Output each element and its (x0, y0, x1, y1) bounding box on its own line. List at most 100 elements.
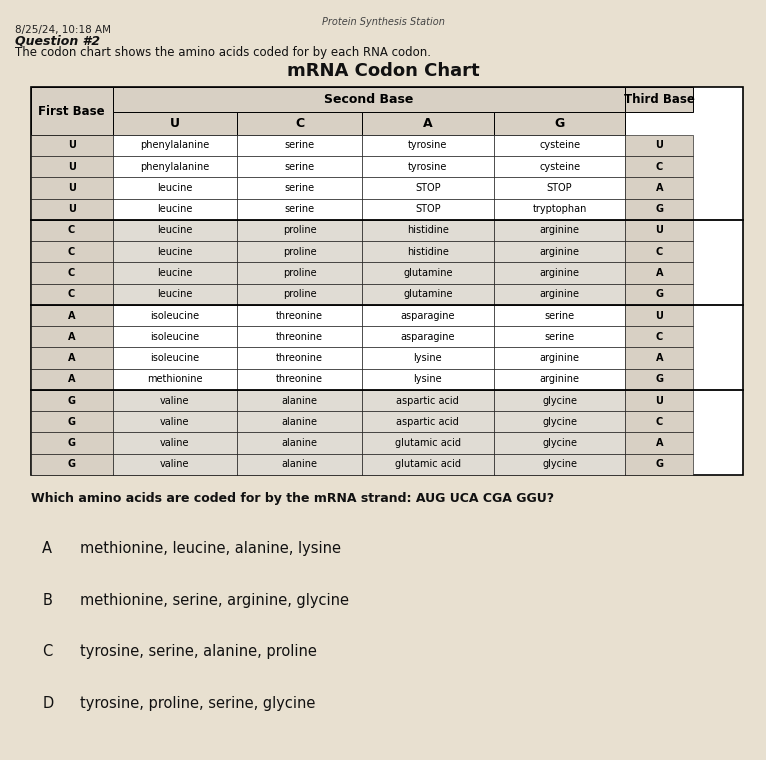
Text: tyrosine, serine, alanine, proline: tyrosine, serine, alanine, proline (80, 644, 317, 660)
Text: asparagine: asparagine (401, 311, 455, 321)
Text: alanine: alanine (282, 416, 318, 427)
Text: G: G (656, 459, 663, 470)
Text: U: U (656, 395, 663, 406)
Text: C: C (68, 247, 75, 257)
Text: First Base: First Base (38, 105, 105, 118)
Text: Third Base: Third Base (624, 93, 695, 106)
Text: leucine: leucine (157, 183, 192, 193)
Text: B: B (42, 593, 52, 608)
Text: serine: serine (284, 183, 315, 193)
Text: arginine: arginine (539, 375, 580, 385)
Text: valine: valine (160, 459, 190, 470)
Text: glutamine: glutamine (403, 290, 453, 299)
Text: lysine: lysine (414, 375, 442, 385)
Text: cysteine: cysteine (539, 162, 580, 172)
Text: phenylalanine: phenylalanine (140, 141, 210, 150)
Text: Second Base: Second Base (324, 93, 414, 106)
Text: A: A (68, 375, 75, 385)
Text: C: C (656, 247, 663, 257)
Text: leucine: leucine (157, 247, 192, 257)
Text: G: G (67, 459, 76, 470)
Text: U: U (67, 162, 76, 172)
Text: threonine: threonine (276, 353, 323, 363)
Text: tryptophan: tryptophan (532, 204, 587, 214)
Text: G: G (656, 375, 663, 385)
Text: aspartic acid: aspartic acid (397, 395, 459, 406)
Text: asparagine: asparagine (401, 332, 455, 342)
Text: C: C (656, 416, 663, 427)
Text: serine: serine (284, 204, 315, 214)
Text: glycine: glycine (542, 395, 577, 406)
Text: valine: valine (160, 438, 190, 448)
Text: STOP: STOP (415, 204, 440, 214)
Text: leucine: leucine (157, 290, 192, 299)
Text: proline: proline (283, 290, 316, 299)
Text: aspartic acid: aspartic acid (397, 416, 459, 427)
Text: glutamine: glutamine (403, 268, 453, 278)
Text: U: U (656, 141, 663, 150)
Text: alanine: alanine (282, 395, 318, 406)
Text: C: C (68, 268, 75, 278)
Text: A: A (656, 268, 663, 278)
Text: isoleucine: isoleucine (150, 353, 199, 363)
Text: proline: proline (283, 226, 316, 236)
Text: cysteine: cysteine (539, 141, 580, 150)
Text: U: U (67, 204, 76, 214)
Text: A: A (68, 353, 75, 363)
Text: A: A (656, 353, 663, 363)
Text: mRNA Codon Chart: mRNA Codon Chart (286, 62, 480, 81)
Text: serine: serine (284, 162, 315, 172)
Text: A: A (68, 332, 75, 342)
Text: U: U (67, 141, 76, 150)
Text: methionine: methionine (147, 375, 203, 385)
Text: G: G (656, 204, 663, 214)
Text: valine: valine (160, 395, 190, 406)
Text: proline: proline (283, 268, 316, 278)
Text: C: C (656, 332, 663, 342)
Text: alanine: alanine (282, 438, 318, 448)
Text: leucine: leucine (157, 226, 192, 236)
Text: A: A (42, 541, 52, 556)
Text: U: U (656, 226, 663, 236)
Text: C: C (68, 290, 75, 299)
Text: histidine: histidine (407, 226, 449, 236)
Text: G: G (555, 117, 565, 130)
Text: C: C (42, 644, 52, 660)
Text: valine: valine (160, 416, 190, 427)
Text: arginine: arginine (539, 226, 580, 236)
Text: Which amino acids are coded for by the mRNA strand: AUG UCA CGA GGU?: Which amino acids are coded for by the m… (31, 492, 554, 505)
Text: A: A (656, 183, 663, 193)
Text: G: G (67, 438, 76, 448)
Text: proline: proline (283, 247, 316, 257)
Text: D: D (42, 696, 54, 711)
Text: Question #2: Question #2 (15, 35, 100, 48)
Text: G: G (656, 290, 663, 299)
Text: threonine: threonine (276, 332, 323, 342)
Text: The codon chart shows the amino acids coded for by each RNA codon.: The codon chart shows the amino acids co… (15, 46, 431, 59)
Text: serine: serine (545, 311, 574, 321)
Text: U: U (170, 117, 180, 130)
Text: serine: serine (545, 332, 574, 342)
Text: arginine: arginine (539, 247, 580, 257)
Text: glycine: glycine (542, 459, 577, 470)
Text: STOP: STOP (415, 183, 440, 193)
Text: methionine, serine, arginine, glycine: methionine, serine, arginine, glycine (80, 593, 349, 608)
Text: leucine: leucine (157, 204, 192, 214)
Text: 8/25/24, 10:18 AM: 8/25/24, 10:18 AM (15, 25, 111, 35)
Text: glycine: glycine (542, 416, 577, 427)
Text: tyrosine: tyrosine (408, 141, 447, 150)
Text: glutamic acid: glutamic acid (394, 438, 461, 448)
Text: threonine: threonine (276, 375, 323, 385)
Text: Protein Synthesis Station: Protein Synthesis Station (322, 17, 444, 27)
Text: serine: serine (284, 141, 315, 150)
Text: G: G (67, 395, 76, 406)
Text: alanine: alanine (282, 459, 318, 470)
Text: C: C (68, 226, 75, 236)
Text: histidine: histidine (407, 247, 449, 257)
Text: isoleucine: isoleucine (150, 311, 199, 321)
Text: A: A (656, 438, 663, 448)
Text: A: A (423, 117, 433, 130)
Text: isoleucine: isoleucine (150, 332, 199, 342)
Text: arginine: arginine (539, 268, 580, 278)
Text: STOP: STOP (547, 183, 572, 193)
